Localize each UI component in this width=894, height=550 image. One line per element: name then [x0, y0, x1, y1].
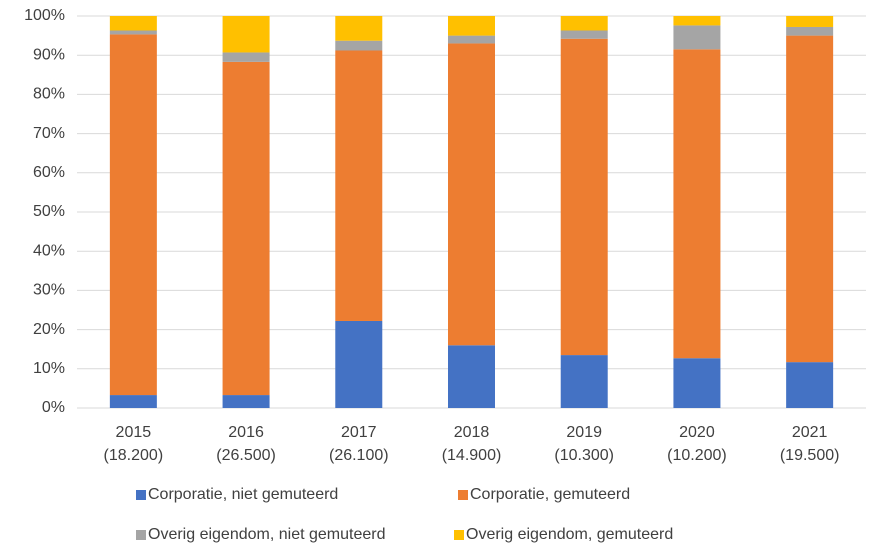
- y-tick-label: 70%: [33, 125, 65, 142]
- bar-segment: [222, 61, 270, 396]
- x-tick-label: (18.200): [104, 447, 164, 464]
- bar-segment: [786, 16, 834, 27]
- bar-segment: [560, 38, 608, 356]
- bar-segment: [673, 16, 721, 26]
- bar-segment: [109, 34, 157, 396]
- bar-segment: [448, 16, 495, 36]
- x-tick-label: 2021: [792, 424, 828, 441]
- x-tick-label: (26.500): [216, 447, 276, 464]
- bar-segment: [109, 30, 157, 35]
- legend-swatch: [136, 490, 146, 500]
- y-tick-label: 100%: [24, 7, 65, 24]
- bar-segment: [560, 30, 608, 39]
- bar-segment: [786, 362, 834, 408]
- x-tick-label: 2017: [341, 424, 377, 441]
- legend-swatch: [136, 530, 146, 540]
- y-tick-label: 60%: [33, 164, 65, 181]
- bar-segment: [222, 16, 270, 53]
- legend-label: Overig eigendom, niet gemuteerd: [148, 526, 385, 543]
- bar-segment: [560, 16, 608, 31]
- x-tick-label: 2018: [454, 424, 490, 441]
- y-tick-label: 90%: [33, 46, 65, 63]
- x-tick-label: 2016: [228, 424, 264, 441]
- y-tick-label: 80%: [33, 86, 65, 103]
- bar-segment: [673, 25, 721, 50]
- bar-segment: [448, 345, 495, 408]
- y-tick-label: 20%: [33, 321, 65, 338]
- bar-segment: [673, 358, 721, 408]
- legend-swatch: [454, 530, 464, 540]
- x-tick-label: (10.300): [554, 447, 614, 464]
- legend-label: Corporatie, gemuteerd: [470, 486, 630, 503]
- bar-segment: [448, 35, 495, 44]
- bar-segment: [673, 49, 721, 359]
- bar-segment: [222, 395, 270, 408]
- x-tick-label: (19.500): [780, 447, 840, 464]
- legend-label: Corporatie, niet gemuteerd: [148, 486, 338, 503]
- x-tick-label: 2015: [116, 424, 152, 441]
- bar-segment: [786, 35, 834, 363]
- x-tick-label: (26.100): [329, 447, 389, 464]
- x-tick-label: (14.900): [442, 447, 502, 464]
- bar-segment: [448, 43, 495, 346]
- y-tick-label: 40%: [33, 242, 65, 259]
- bar-segment: [335, 50, 383, 321]
- bar-segment: [560, 355, 608, 408]
- bar-segment: [335, 16, 383, 41]
- legend-swatch: [458, 490, 468, 500]
- bar-segment: [335, 320, 383, 408]
- y-tick-label: 30%: [33, 282, 65, 299]
- legend-label: Overig eigendom, gemuteerd: [466, 526, 673, 543]
- x-tick-label: 2020: [679, 424, 715, 441]
- y-tick-label: 50%: [33, 203, 65, 220]
- y-tick-label: 0%: [42, 399, 65, 416]
- bar-segment: [335, 40, 383, 51]
- y-tick-label: 10%: [33, 360, 65, 377]
- x-tick-label: (10.200): [667, 447, 727, 464]
- bar-segment: [109, 16, 157, 31]
- x-tick-label: 2019: [566, 424, 602, 441]
- bar-segment: [109, 395, 157, 408]
- bar-segment: [222, 52, 270, 62]
- bar-segment: [786, 26, 834, 36]
